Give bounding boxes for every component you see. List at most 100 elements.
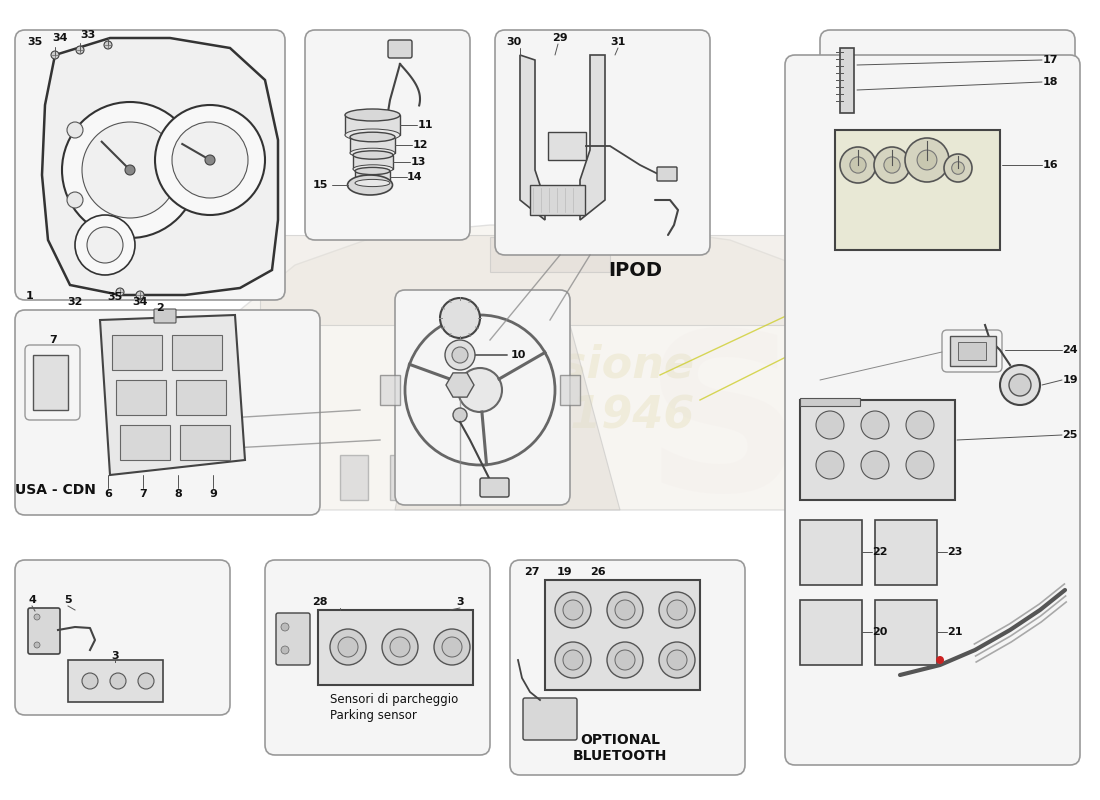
FancyBboxPatch shape <box>154 309 176 323</box>
Circle shape <box>172 122 248 198</box>
Bar <box>112 335 162 370</box>
Text: 7: 7 <box>50 335 57 345</box>
FancyBboxPatch shape <box>820 30 1075 285</box>
Bar <box>835 130 1000 250</box>
Circle shape <box>155 105 265 215</box>
Circle shape <box>816 411 844 439</box>
FancyBboxPatch shape <box>388 40 412 58</box>
Text: 3: 3 <box>456 597 464 607</box>
Bar <box>800 600 862 665</box>
Circle shape <box>34 642 40 648</box>
Text: 8: 8 <box>174 489 182 499</box>
Circle shape <box>82 673 98 689</box>
Bar <box>379 375 400 405</box>
Circle shape <box>67 192 82 208</box>
FancyBboxPatch shape <box>657 167 676 181</box>
Circle shape <box>615 650 635 670</box>
Bar <box>800 398 860 406</box>
Circle shape <box>110 673 126 689</box>
Circle shape <box>905 138 949 182</box>
Bar <box>355 171 390 183</box>
Circle shape <box>659 592 695 628</box>
Text: 17: 17 <box>1043 55 1058 65</box>
FancyBboxPatch shape <box>510 560 745 775</box>
Text: IPOD: IPOD <box>608 261 662 279</box>
Bar <box>318 610 473 685</box>
Circle shape <box>280 646 289 654</box>
Circle shape <box>67 122 82 138</box>
Text: 16: 16 <box>1042 160 1058 170</box>
Text: Parking sensor: Parking sensor <box>330 709 417 722</box>
FancyBboxPatch shape <box>15 30 285 300</box>
FancyBboxPatch shape <box>395 290 570 505</box>
FancyBboxPatch shape <box>305 30 470 240</box>
Text: 27: 27 <box>525 567 540 577</box>
Circle shape <box>76 46 84 54</box>
Circle shape <box>840 147 876 183</box>
Text: 19: 19 <box>558 567 573 577</box>
FancyBboxPatch shape <box>942 330 1002 372</box>
Text: 34: 34 <box>53 33 68 43</box>
Text: 22: 22 <box>872 547 888 557</box>
Bar <box>345 115 400 135</box>
Circle shape <box>87 227 123 263</box>
Ellipse shape <box>355 179 390 186</box>
Text: 12: 12 <box>412 140 428 150</box>
FancyBboxPatch shape <box>522 698 578 740</box>
Bar <box>490 237 610 272</box>
Text: 6: 6 <box>104 489 112 499</box>
Text: 19: 19 <box>1063 375 1078 385</box>
Circle shape <box>607 592 644 628</box>
Bar <box>544 580 700 690</box>
Circle shape <box>944 154 972 182</box>
Text: 3: 3 <box>111 651 119 661</box>
Text: Sensori di parcheggio: Sensori di parcheggio <box>330 694 459 706</box>
Bar <box>434 455 463 500</box>
Text: 14: 14 <box>407 172 422 182</box>
Circle shape <box>556 642 591 678</box>
Text: OPTIONAL: OPTIONAL <box>580 733 660 747</box>
Circle shape <box>615 600 635 620</box>
Text: 31: 31 <box>610 37 626 47</box>
Circle shape <box>563 600 583 620</box>
Polygon shape <box>240 225 845 510</box>
Bar <box>120 425 170 460</box>
Polygon shape <box>42 38 278 295</box>
Text: 24: 24 <box>1063 345 1078 355</box>
Ellipse shape <box>345 129 400 141</box>
Bar <box>180 425 230 460</box>
Text: 35: 35 <box>28 37 43 47</box>
Ellipse shape <box>345 109 400 121</box>
Text: a passione
since 1946: a passione since 1946 <box>426 344 695 437</box>
Circle shape <box>390 637 410 657</box>
Circle shape <box>453 408 468 422</box>
Text: 23: 23 <box>947 547 962 557</box>
Bar <box>958 342 986 360</box>
Bar <box>33 355 68 410</box>
Text: 28: 28 <box>312 597 328 607</box>
Text: 26: 26 <box>591 567 606 577</box>
Bar <box>116 380 166 415</box>
Circle shape <box>138 673 154 689</box>
Circle shape <box>434 629 470 665</box>
Circle shape <box>280 623 289 631</box>
Ellipse shape <box>350 148 395 158</box>
FancyBboxPatch shape <box>25 345 80 420</box>
Circle shape <box>82 122 178 218</box>
Circle shape <box>338 637 358 657</box>
Text: BLUETOOTH: BLUETOOTH <box>573 749 668 763</box>
Circle shape <box>442 637 462 657</box>
Bar <box>800 400 955 500</box>
Circle shape <box>861 411 889 439</box>
Circle shape <box>452 347 468 363</box>
Text: 2: 2 <box>156 303 164 313</box>
Circle shape <box>667 650 688 670</box>
FancyBboxPatch shape <box>495 30 710 255</box>
Text: 35: 35 <box>108 292 122 302</box>
Polygon shape <box>580 55 605 220</box>
Ellipse shape <box>348 175 393 195</box>
Text: SF: SF <box>645 323 956 537</box>
Ellipse shape <box>353 150 393 159</box>
Bar <box>390 455 418 500</box>
Text: 34: 34 <box>132 297 147 307</box>
